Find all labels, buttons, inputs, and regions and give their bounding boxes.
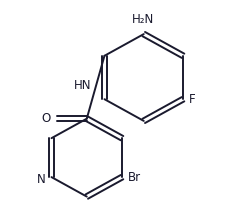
Text: H₂N: H₂N	[132, 13, 154, 26]
Text: N: N	[37, 173, 46, 186]
Text: HN: HN	[74, 78, 91, 92]
Text: O: O	[41, 112, 51, 125]
Text: F: F	[189, 93, 195, 106]
Text: Br: Br	[128, 171, 141, 184]
